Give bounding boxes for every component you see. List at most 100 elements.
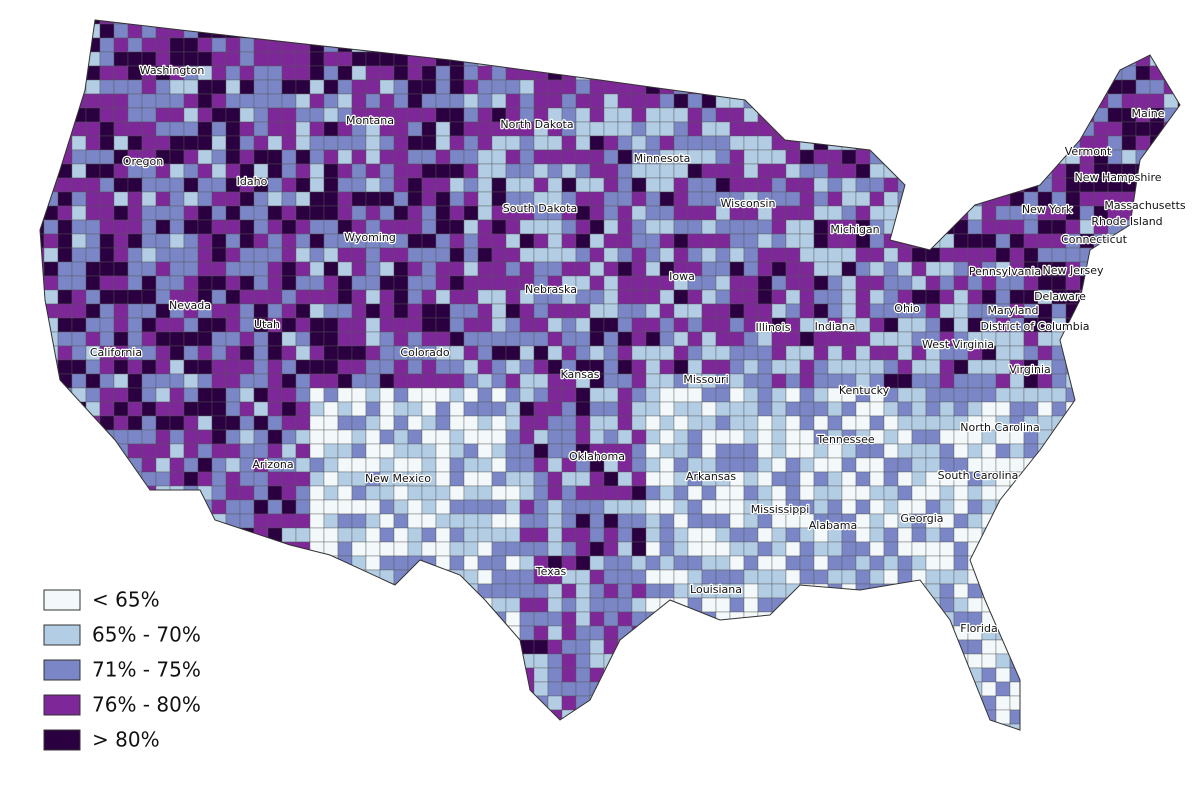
- county-cell: [1037, 723, 1053, 730]
- county-cell: [351, 163, 367, 179]
- county-cell: [841, 401, 857, 417]
- county-cell: [701, 317, 717, 333]
- county-cell: [267, 723, 283, 730]
- county-cell: [99, 457, 115, 473]
- county-cell: [309, 499, 325, 515]
- county-cell: [85, 163, 101, 179]
- county-cell: [57, 527, 73, 543]
- county-cell: [449, 373, 465, 389]
- county-cell: [841, 20, 857, 25]
- county-cell: [211, 415, 227, 431]
- county-cell: [449, 681, 465, 697]
- county-cell: [267, 135, 283, 151]
- county-cell: [99, 233, 115, 249]
- county-cell: [659, 65, 675, 81]
- county-cell: [309, 513, 325, 529]
- county-cell: [477, 275, 493, 291]
- county-cell: [827, 541, 843, 557]
- county-cell: [211, 499, 227, 515]
- county-cell: [883, 695, 899, 711]
- county-cell: [155, 387, 171, 403]
- county-cell: [519, 93, 535, 109]
- county-cell: [533, 681, 549, 697]
- county-cell: [477, 471, 493, 487]
- county-cell: [183, 499, 199, 515]
- county-cell: [659, 20, 675, 25]
- county-cell: [533, 513, 549, 529]
- county-cell: [771, 177, 787, 193]
- county-cell: [1163, 667, 1179, 683]
- county-cell: [169, 317, 185, 333]
- county-cell: [897, 415, 913, 431]
- county-cell: [337, 247, 353, 263]
- county-cell: [169, 93, 185, 109]
- county-cell: [1051, 331, 1067, 347]
- county-cell: [743, 219, 759, 235]
- county-cell: [408, 738, 422, 752]
- county-cell: [771, 331, 787, 347]
- county-cell: [253, 289, 269, 305]
- county-cell: [155, 219, 171, 235]
- county-cell: [953, 569, 969, 585]
- county-cell: [1023, 639, 1039, 655]
- county-cell: [897, 667, 913, 683]
- county-cell: [603, 625, 619, 641]
- county-cell: [281, 79, 297, 95]
- county-cell: [183, 513, 199, 529]
- county-cell: [71, 527, 87, 543]
- county-cell: [799, 219, 815, 235]
- county-cell: [351, 639, 367, 655]
- county-cell: [323, 583, 339, 599]
- county-cell: [729, 723, 745, 730]
- county-cell: [239, 667, 255, 683]
- county-cell: [855, 597, 871, 613]
- county-cell: [561, 401, 577, 417]
- county-cell: [897, 611, 913, 627]
- county-cell: [589, 205, 605, 221]
- county-cell: [1051, 429, 1067, 445]
- county-cell: [603, 65, 619, 81]
- county-cell: [309, 429, 325, 445]
- county-cell: [757, 709, 773, 725]
- county-cell: [393, 233, 409, 249]
- county-cell: [309, 569, 325, 585]
- county-cell: [701, 20, 717, 25]
- county-cell: [1023, 485, 1039, 501]
- county-cell: [463, 289, 479, 305]
- county-cell: [631, 79, 647, 95]
- county-cell: [365, 373, 381, 389]
- county-cell: [169, 597, 185, 613]
- county-cell: [995, 219, 1011, 235]
- county-cell: [281, 303, 297, 319]
- county-cell: [71, 611, 87, 627]
- county-cell: [40, 303, 45, 319]
- county-cell: [127, 247, 143, 263]
- county-cell: [869, 555, 885, 571]
- county-cell: [1177, 20, 1180, 25]
- county-cell: [729, 569, 745, 585]
- county-cell: [883, 20, 899, 25]
- county-cell: [1177, 555, 1180, 571]
- county-cell: [771, 303, 787, 319]
- county-cell: [1079, 471, 1095, 487]
- county-cell: [519, 303, 535, 319]
- county-cell: [617, 583, 633, 599]
- county-cell: [547, 583, 563, 599]
- county-cell: [813, 93, 829, 109]
- county-cell: [883, 709, 899, 725]
- county-cell: [43, 65, 59, 81]
- county-cell: [785, 513, 801, 529]
- county-cell: [435, 401, 451, 417]
- county-cell: [351, 597, 367, 613]
- county-cell: [40, 20, 45, 25]
- county-cell: [337, 289, 353, 305]
- county-cell: [995, 191, 1011, 207]
- county-cell: [827, 37, 843, 53]
- county-cell: [197, 555, 213, 571]
- county-cell: [1177, 597, 1180, 613]
- county-cell: [1093, 457, 1109, 473]
- county-cell: [659, 205, 675, 221]
- county-cell: [1051, 51, 1067, 67]
- county-cell: [855, 667, 871, 683]
- county-cell: [883, 429, 899, 445]
